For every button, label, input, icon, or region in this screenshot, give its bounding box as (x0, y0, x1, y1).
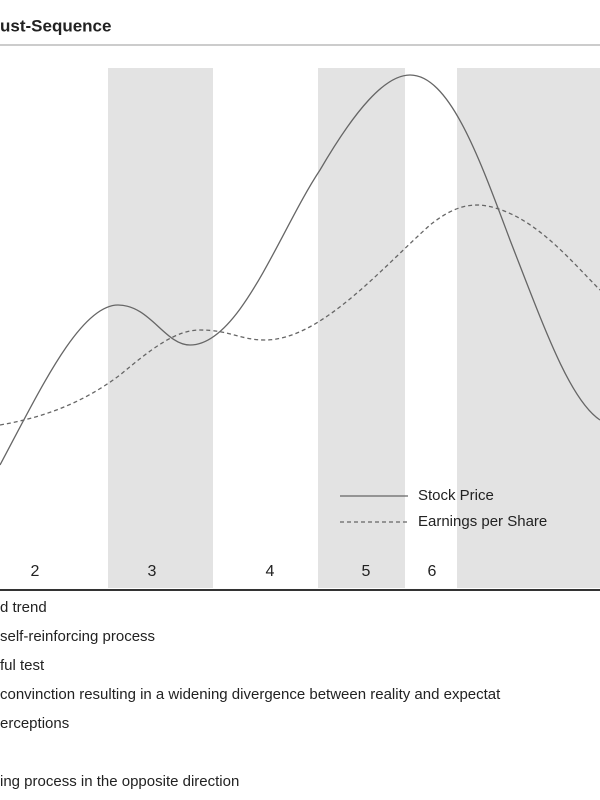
stage-label: 6 (428, 563, 437, 580)
stage-label: 2 (31, 563, 40, 580)
stock-price-line (0, 74, 600, 466)
shaded-band (318, 68, 405, 588)
legend-label: Stock Price (418, 487, 494, 504)
eps-line (0, 204, 600, 426)
stage-label: 3 (148, 563, 157, 580)
note: convinction resulting in a widening dive… (0, 686, 501, 703)
note: ful test (0, 657, 45, 674)
legend-label: Earnings per Share (418, 513, 547, 530)
note: self-reinforcing process (0, 628, 155, 645)
shaded-band (457, 68, 600, 588)
note: ing process in the opposite direction (0, 773, 239, 790)
note: erceptions (0, 715, 69, 732)
title: ust-Sequence (0, 16, 111, 35)
stage-label: 4 (266, 563, 275, 580)
stage-label: 5 (362, 563, 371, 580)
note: d trend (0, 599, 47, 616)
